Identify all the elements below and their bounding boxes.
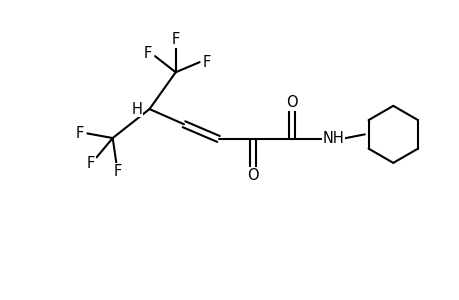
Text: O: O: [246, 168, 258, 183]
Text: O: O: [285, 95, 297, 110]
Text: H: H: [131, 102, 142, 117]
Text: F: F: [202, 55, 211, 70]
Text: F: F: [113, 164, 121, 179]
Text: NH: NH: [322, 131, 344, 146]
Text: F: F: [76, 126, 84, 141]
Text: F: F: [144, 46, 152, 62]
Text: F: F: [87, 156, 95, 171]
Text: F: F: [171, 32, 179, 47]
